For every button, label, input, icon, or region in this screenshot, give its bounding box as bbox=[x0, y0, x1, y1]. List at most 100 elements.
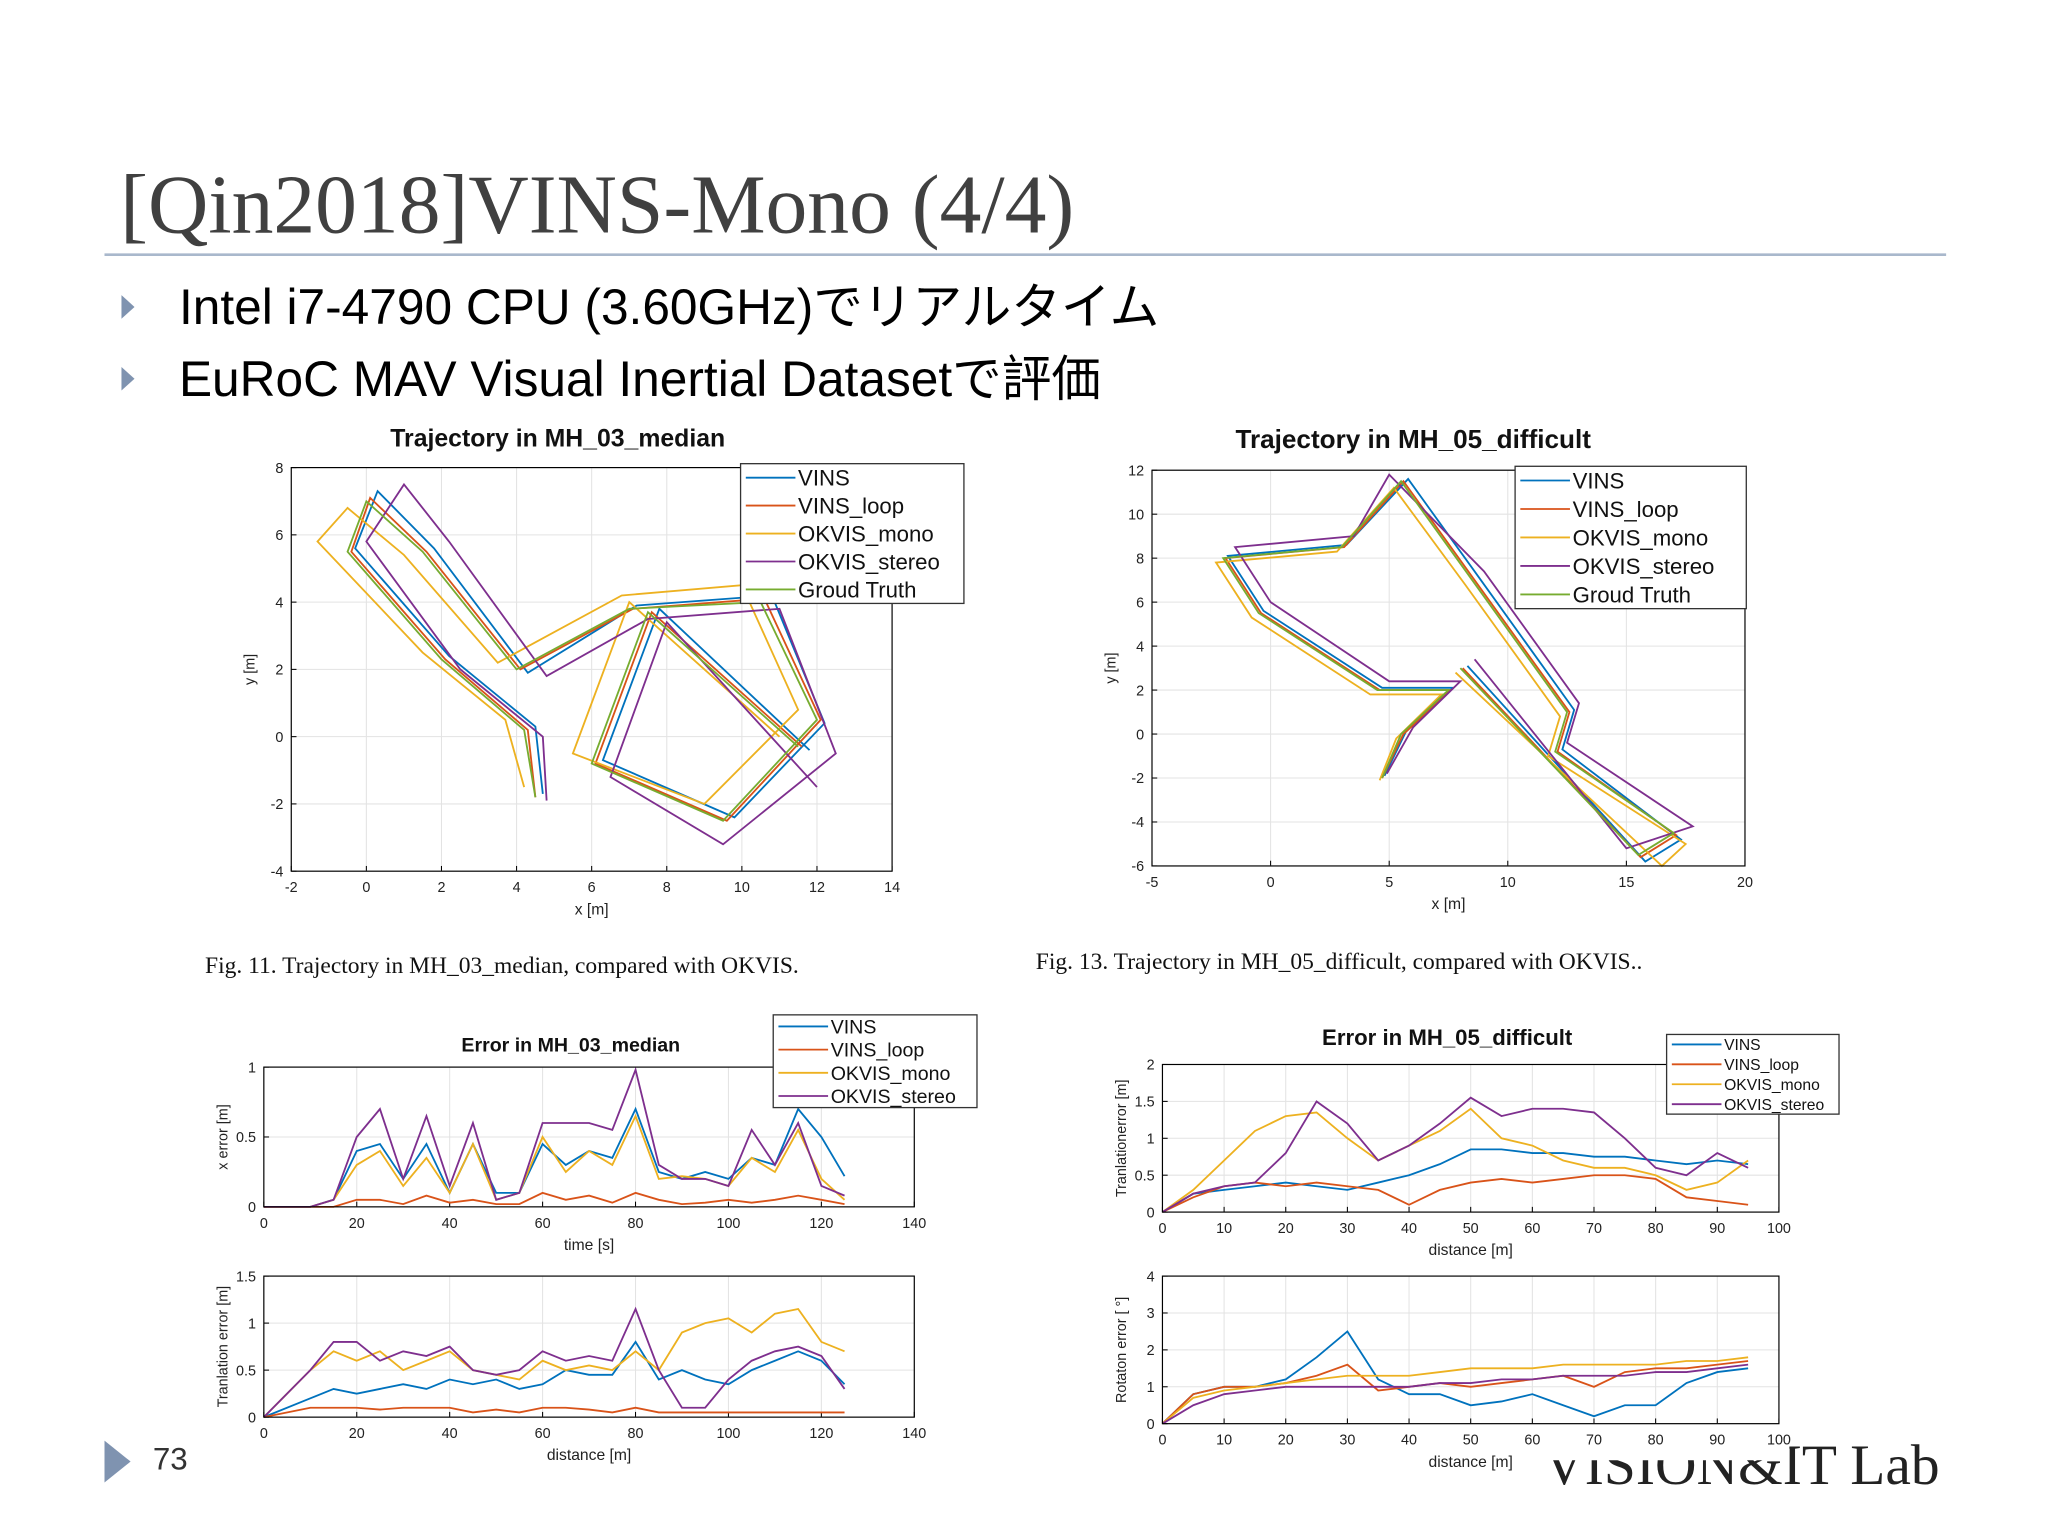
x-tick-label: 0 bbox=[260, 1426, 268, 1442]
legend-label: Groud Truth bbox=[798, 577, 916, 602]
y-tick-label: 1 bbox=[1147, 1380, 1155, 1396]
axes-frame bbox=[263, 1275, 915, 1418]
y-tick-label: 4 bbox=[275, 595, 283, 611]
bullet-icon bbox=[121, 367, 135, 391]
y-tick-label: 4 bbox=[1147, 1269, 1155, 1285]
y-tick-label: 0 bbox=[1136, 727, 1144, 743]
x-tick-label: 90 bbox=[1709, 1433, 1725, 1449]
series-line bbox=[263, 1066, 845, 1208]
y-tick-label: 8 bbox=[1136, 551, 1144, 567]
series-line bbox=[316, 506, 800, 805]
x-tick-label: 40 bbox=[1401, 1433, 1417, 1449]
legend-label: OKVIS_mono bbox=[831, 1063, 951, 1085]
x-tick-label: 20 bbox=[1278, 1433, 1294, 1449]
y-tick-label: 2 bbox=[1147, 1343, 1155, 1359]
x-tick-label: 0 bbox=[260, 1216, 268, 1232]
x-tick-label: 120 bbox=[809, 1216, 833, 1232]
x-tick-label: 20 bbox=[349, 1426, 365, 1442]
figure-caption: Fig. 11. Trajectory in MH_03_median, com… bbox=[205, 953, 799, 979]
legend-label: OKVIS_stereo bbox=[798, 549, 940, 574]
chart-title: Trajectory in MH_03_median bbox=[390, 426, 725, 453]
x-tick-label: 2 bbox=[437, 880, 445, 896]
axes-frame bbox=[290, 467, 893, 872]
series-line bbox=[263, 1191, 845, 1208]
axes-frame bbox=[1161, 1063, 1780, 1213]
y-tick-label: 0 bbox=[1147, 1417, 1155, 1433]
x-axis-label: distance [m] bbox=[547, 1447, 631, 1464]
y-tick-label: 0 bbox=[1147, 1205, 1155, 1221]
y-axis-label: Rotaton error [ °] bbox=[1114, 1297, 1130, 1403]
y-tick-label: 6 bbox=[275, 528, 283, 544]
y-axis-label: x error [m] bbox=[215, 1104, 231, 1169]
x-tick-label: -2 bbox=[285, 880, 298, 896]
x-tick-label: 140 bbox=[902, 1426, 926, 1442]
x-tick-label: 30 bbox=[1339, 1221, 1355, 1237]
y-tick-label: -6 bbox=[1131, 859, 1144, 875]
x-tick-label: 10 bbox=[734, 880, 750, 896]
legend-label: VINS_loop bbox=[798, 494, 904, 519]
y-tick-label: 10 bbox=[1128, 507, 1144, 523]
legend-label: VINS_loop bbox=[1724, 1057, 1799, 1074]
y-tick-label: 2 bbox=[1147, 1058, 1155, 1074]
x-tick-label: 20 bbox=[349, 1216, 365, 1232]
y-tick-label: 0.5 bbox=[1135, 1168, 1155, 1184]
legend-box bbox=[1665, 1033, 1840, 1115]
series-line bbox=[263, 1113, 846, 1208]
x-tick-label: 30 bbox=[1339, 1433, 1355, 1449]
x-tick-label: 6 bbox=[588, 880, 596, 896]
x-tick-label: 80 bbox=[1648, 1433, 1664, 1449]
x-tick-label: 100 bbox=[1767, 1433, 1791, 1449]
series-line bbox=[365, 482, 837, 846]
axes-frame bbox=[1151, 469, 1746, 867]
y-tick-label: 1 bbox=[248, 1316, 256, 1332]
x-tick-label: 70 bbox=[1586, 1221, 1602, 1237]
legend-label: VINS_loop bbox=[1573, 497, 1679, 522]
y-tick-label: 0 bbox=[248, 1410, 256, 1426]
legend-label: VINS bbox=[798, 466, 850, 491]
x-tick-label: 40 bbox=[442, 1216, 458, 1232]
series-line bbox=[1161, 1363, 1749, 1425]
chart-title: Error in MH_03_median bbox=[461, 1034, 680, 1056]
y-tick-label: 0 bbox=[248, 1200, 256, 1216]
y-tick-label: -4 bbox=[1131, 815, 1144, 831]
series-line bbox=[263, 1406, 845, 1419]
x-tick-label: 100 bbox=[716, 1216, 740, 1232]
series-line bbox=[350, 496, 822, 822]
x-axis-label: time [s] bbox=[564, 1237, 614, 1254]
series-line bbox=[1161, 1148, 1749, 1213]
x-tick-label: 70 bbox=[1586, 1433, 1602, 1449]
legend-label: OKVIS_mono bbox=[1724, 1077, 1820, 1094]
x-tick-label: 4 bbox=[513, 880, 521, 896]
y-axis-label: Tranlationerror [m] bbox=[1114, 1079, 1130, 1197]
axes-frame bbox=[263, 1066, 915, 1208]
series-line bbox=[1161, 1356, 1749, 1425]
legend-label: VINS bbox=[831, 1017, 877, 1039]
x-tick-label: 0 bbox=[1267, 875, 1275, 891]
series-line bbox=[263, 1306, 846, 1418]
x-tick-label: 0 bbox=[362, 880, 370, 896]
legend-label: OKVIS_mono bbox=[798, 522, 934, 547]
series-line bbox=[263, 1307, 845, 1418]
x-tick-label: 10 bbox=[1500, 875, 1516, 891]
plot-area bbox=[263, 1276, 915, 1418]
bullet-icon bbox=[121, 295, 135, 319]
x-tick-label: 40 bbox=[1401, 1221, 1417, 1237]
x-tick-label: 80 bbox=[628, 1426, 644, 1442]
page-number: 73 bbox=[153, 1441, 188, 1476]
y-tick-label: 1 bbox=[1147, 1132, 1155, 1148]
axes-frame bbox=[1161, 1275, 1780, 1425]
y-tick-label: 4 bbox=[1136, 639, 1144, 655]
legend-label: OKVIS_stereo bbox=[1573, 554, 1715, 579]
y-tick-label: 6 bbox=[1136, 595, 1144, 611]
x-axis-label: distance [m] bbox=[1428, 1454, 1512, 1471]
series-line bbox=[1161, 1096, 1749, 1213]
y-tick-label: -2 bbox=[271, 797, 284, 813]
x-tick-label: 15 bbox=[1618, 875, 1634, 891]
y-tick-label: -2 bbox=[1131, 771, 1144, 787]
y-tick-label: 0.5 bbox=[236, 1130, 256, 1146]
y-tick-label: 1.5 bbox=[236, 1269, 256, 1285]
x-tick-label: -5 bbox=[1146, 875, 1159, 891]
y-tick-label: 8 bbox=[275, 461, 283, 477]
x-axis-label: distance [m] bbox=[1428, 1242, 1512, 1259]
